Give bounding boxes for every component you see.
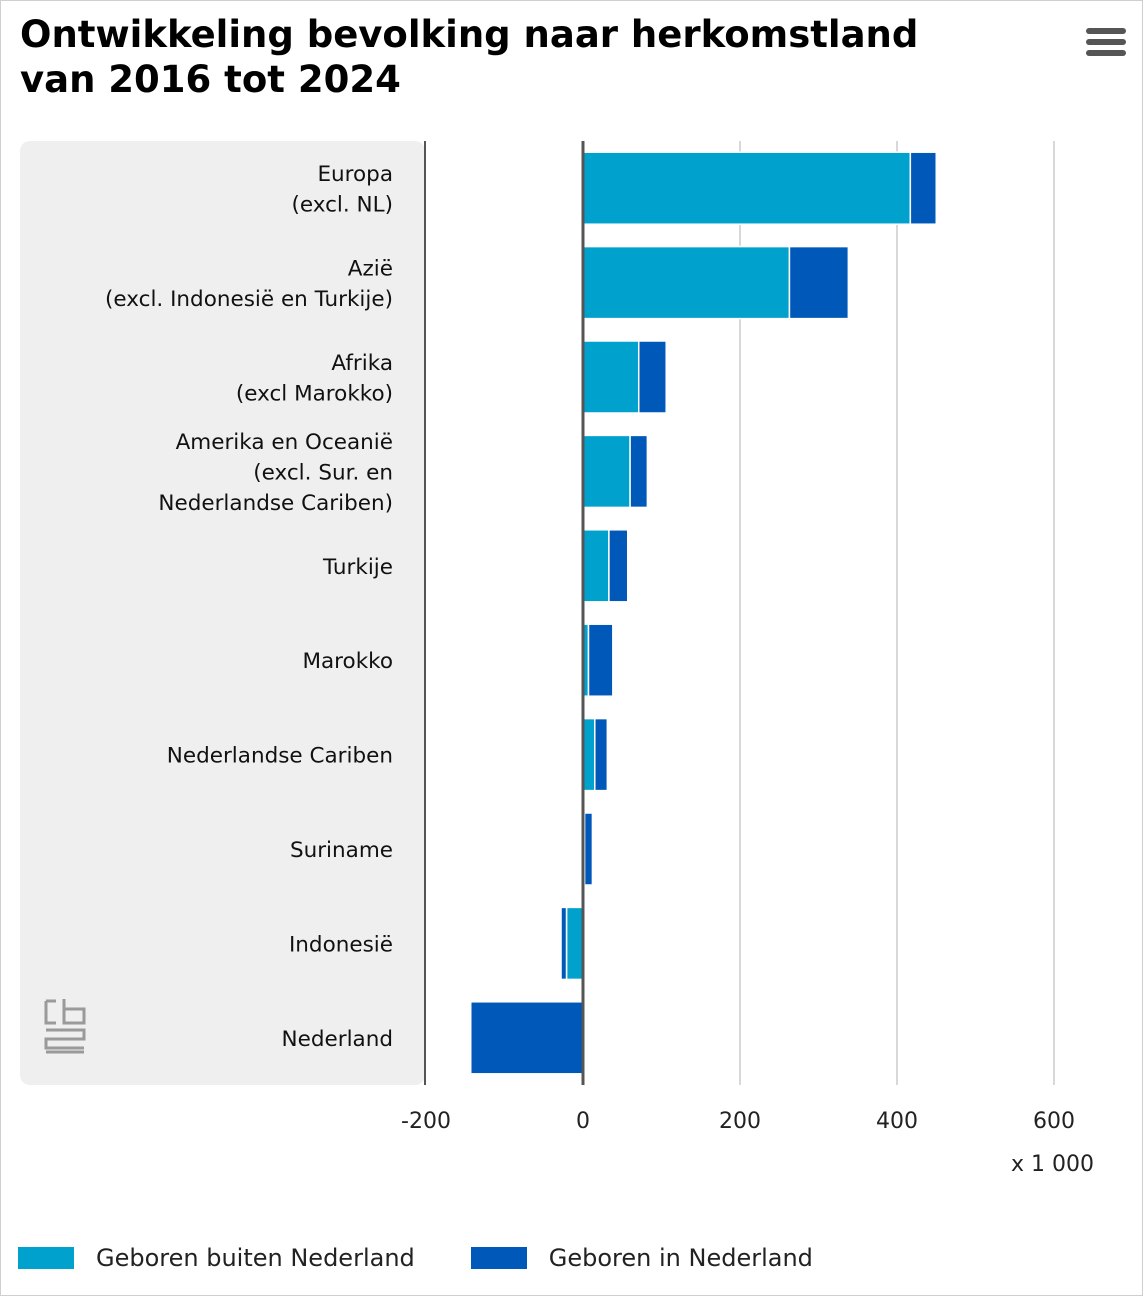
category-label: Azië — [348, 256, 393, 281]
bar-segment — [582, 340, 640, 414]
x-tick-label: 200 — [719, 1109, 761, 1134]
bar-segment — [788, 245, 850, 320]
bar-segment — [629, 434, 649, 509]
category-label: (excl. Sur. en — [253, 460, 393, 485]
x-tick-label: -200 — [401, 1109, 451, 1134]
legend: Geboren buiten Nederland Geboren in Nede… — [18, 1238, 869, 1278]
bar-segment — [582, 529, 610, 603]
legend-item-born-in-nl[interactable]: Geboren in Nederland — [470, 1244, 813, 1272]
cbs-logo-icon — [44, 999, 86, 1054]
bar-segment — [582, 245, 791, 320]
category-label: Nederlandse Cariben) — [158, 491, 393, 516]
legend-item-born-abroad[interactable]: Geboren buiten Nederland — [18, 1244, 415, 1272]
category-label: Europa — [317, 162, 393, 187]
category-label: Nederlandse Cariben — [167, 744, 393, 769]
category-label: Nederland — [282, 1027, 393, 1052]
category-label: Indonesië — [289, 932, 393, 957]
bar-segment — [469, 1001, 584, 1075]
bar-segment — [582, 717, 596, 792]
legend-label: Geboren buiten Nederland — [96, 1244, 415, 1272]
hamburger-menu-icon[interactable] — [1086, 28, 1126, 60]
legend-swatch — [18, 1247, 74, 1269]
category-label: Afrika — [331, 351, 393, 376]
bar-segment — [565, 906, 584, 981]
chart-title: Ontwikkeling bevolking naar herkomstland… — [20, 13, 919, 101]
legend-swatch — [470, 1247, 527, 1269]
legend-label: Geboren in Nederland — [548, 1244, 813, 1272]
bar-segment — [560, 906, 568, 981]
category-label: Suriname — [290, 838, 393, 863]
bar-segment — [909, 151, 937, 225]
bar-segment — [637, 340, 667, 414]
x-tick-label: 600 — [1033, 1109, 1075, 1134]
bar-segment — [587, 623, 614, 697]
bar-segment — [582, 434, 631, 509]
category-label: (excl. NL) — [292, 192, 394, 217]
unit-label: x 1 000 — [1011, 1152, 1094, 1177]
bar-segment — [583, 812, 594, 886]
category-label: Turkije — [322, 555, 393, 580]
x-tick-label: 400 — [876, 1109, 918, 1134]
bar-segment — [582, 151, 912, 225]
label-band — [20, 141, 425, 1085]
category-label: (excl Marokko) — [236, 381, 393, 406]
category-label: Marokko — [302, 649, 393, 674]
category-label: (excl. Indonesië en Turkije) — [105, 287, 393, 312]
category-label: Amerika en Oceanië — [176, 430, 393, 455]
bar-segment — [608, 529, 629, 603]
x-tick-label: 0 — [576, 1109, 590, 1134]
bar-segment — [594, 717, 609, 792]
